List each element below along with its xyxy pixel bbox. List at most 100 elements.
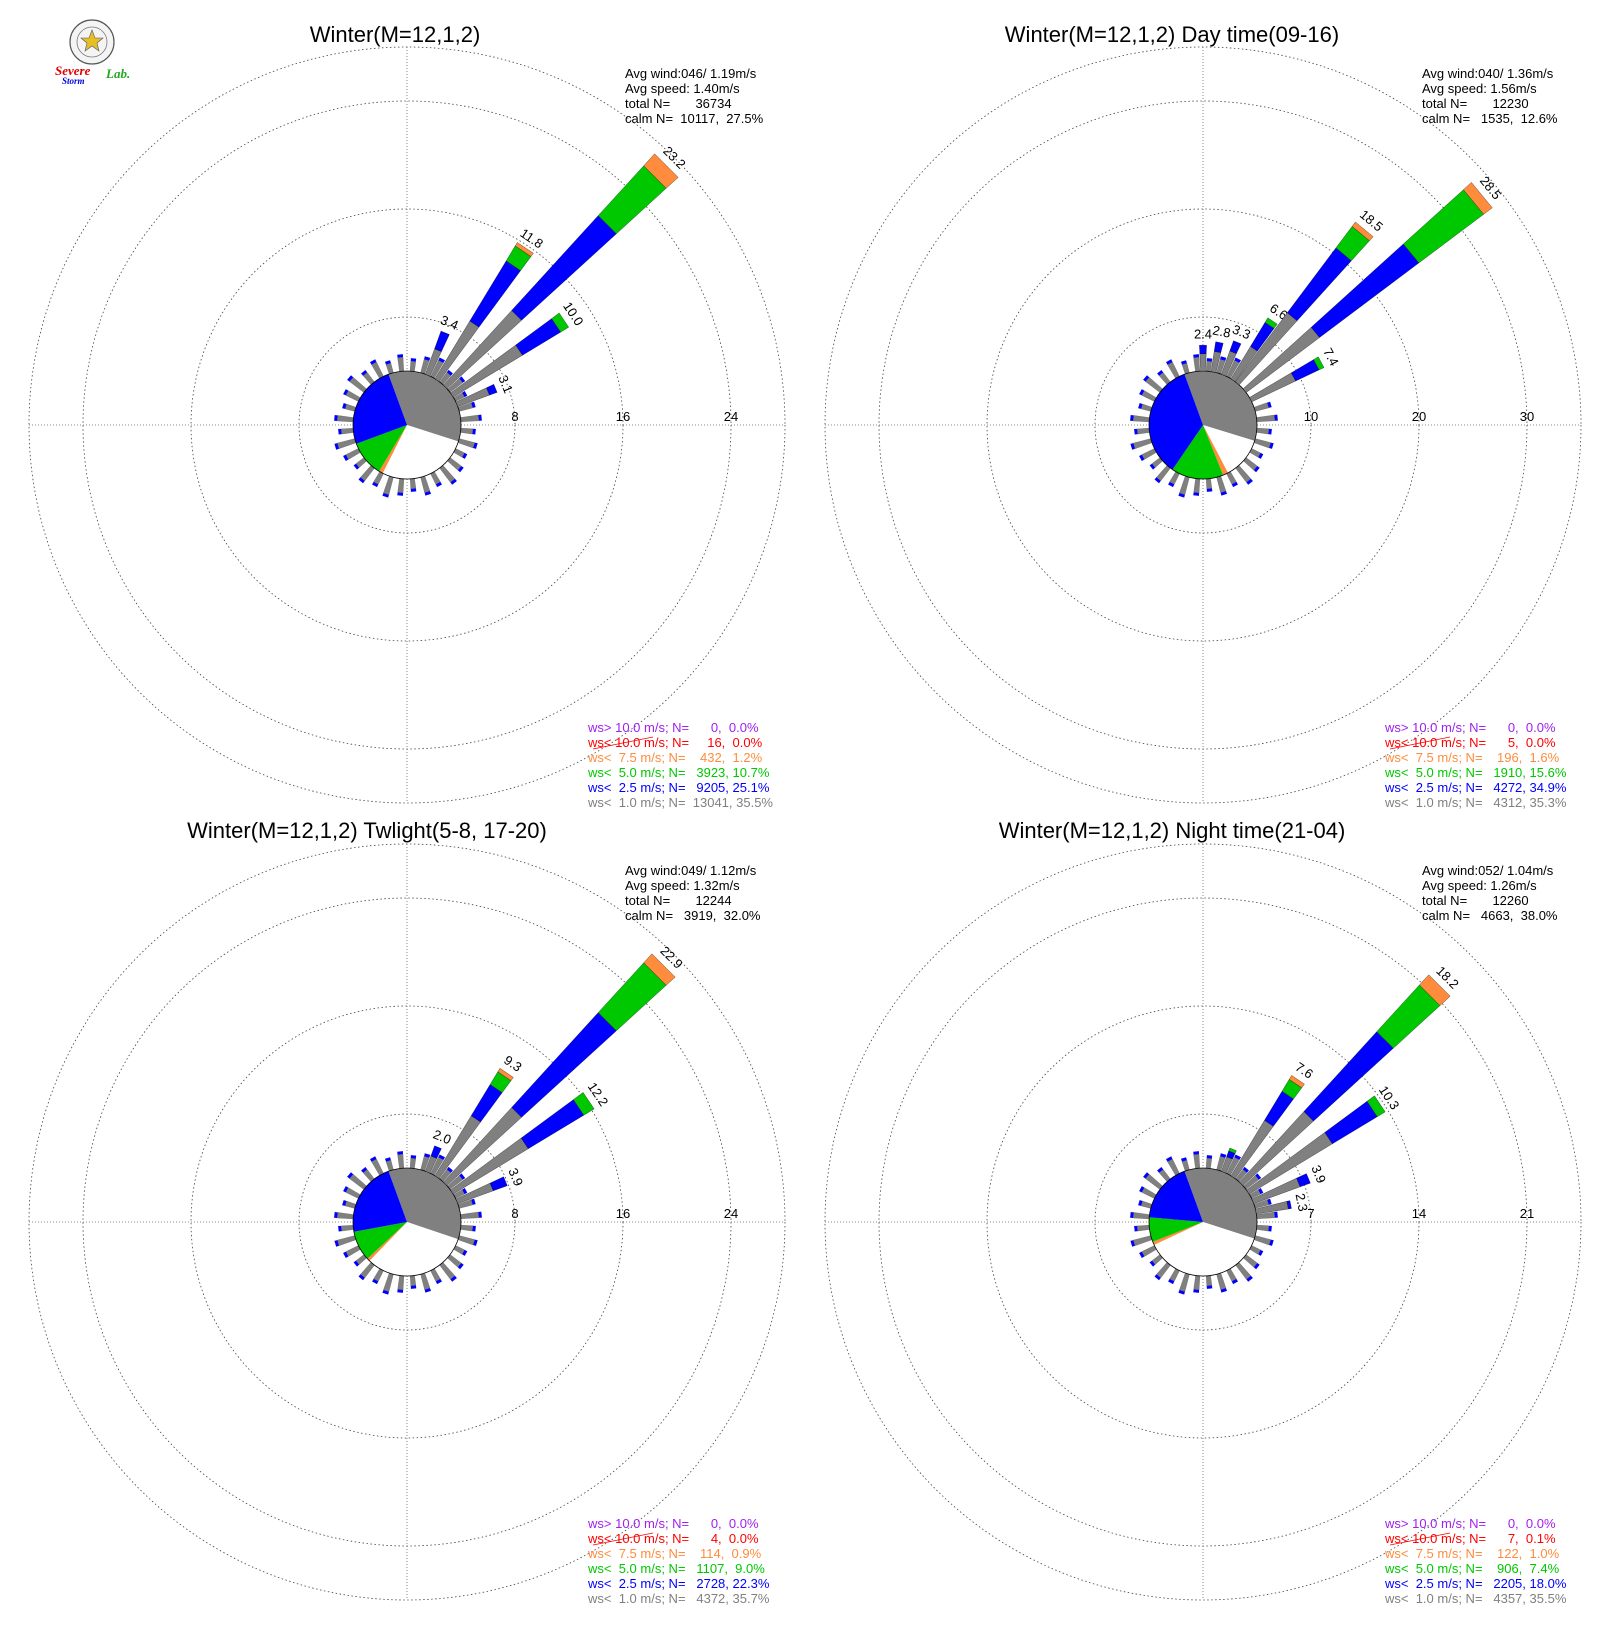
minor-direction-bar: [373, 471, 384, 485]
stats-line: Avg wind:046/ 1.19m/s: [625, 66, 757, 81]
panel-title: Winter(M=12,1,2) Day time(09-16): [1005, 22, 1339, 47]
minor-direction-tip: [342, 403, 347, 409]
minor-direction-bar: [1253, 402, 1269, 412]
legend-strike: [592, 736, 654, 750]
minor-direction-bar: [1253, 438, 1271, 449]
petal-segment: [514, 242, 534, 257]
minor-direction-tip: [1269, 442, 1274, 449]
minor-direction-tip: [424, 491, 431, 496]
panel-title: Winter(M=12,1,2) Night time(21-04): [999, 818, 1346, 843]
minor-direction-bar: [1216, 475, 1227, 493]
legend-entry: ws< 1.0 m/s; N= 4372, 35.7%: [587, 1591, 770, 1606]
minor-direction-bar: [457, 1235, 475, 1246]
stats-line: Avg speed: 1.32m/s: [625, 878, 740, 893]
minor-direction-bar: [1132, 1212, 1150, 1220]
legend-entry: ws> 10.0 m/s; N= 0, 0.0%: [1384, 1516, 1556, 1531]
minor-direction-bar: [1193, 1275, 1201, 1291]
legend-entry: ws< 7.5 m/s; N= 196, 1.6%: [1384, 750, 1560, 765]
legend-strike: [592, 1532, 654, 1546]
legend-entry: ws< 7.5 m/s; N= 432, 1.2%: [587, 750, 763, 765]
petal-segment: [1463, 182, 1493, 215]
minor-direction-bar: [460, 1211, 480, 1219]
minor-direction-tip: [1143, 1172, 1150, 1179]
minor-direction-tip: [1193, 354, 1199, 358]
minor-direction-bar: [1141, 1187, 1157, 1199]
petal-label: 2.3: [1293, 1192, 1311, 1213]
minor-direction-tip: [343, 389, 349, 396]
minor-direction-tip: [462, 1188, 468, 1195]
minor-direction-tip: [397, 1151, 403, 1155]
minor-direction-bar: [1243, 457, 1258, 471]
petal-segment: [515, 318, 561, 356]
minor-direction-tip: [1143, 375, 1150, 382]
minor-direction-tip: [1268, 428, 1272, 435]
minor-direction-tip: [334, 443, 339, 450]
minor-direction-tip: [353, 463, 360, 470]
minor-direction-bar: [1167, 361, 1180, 379]
minor-direction-bar: [1181, 362, 1190, 375]
petal-segment: [1419, 974, 1451, 1006]
minor-direction-tip: [478, 414, 482, 421]
legend-entry: ws< 10.0 m/s; N= 4, 0.0%: [587, 1531, 759, 1546]
minor-direction-bar: [397, 1275, 405, 1291]
petal-segment: [1291, 359, 1320, 382]
minor-direction-tip: [1231, 1278, 1238, 1285]
minor-direction-bar: [1256, 427, 1270, 435]
minor-direction-tip: [397, 354, 403, 358]
minor-direction-tip: [358, 1274, 365, 1281]
petal-label: 3.1: [495, 373, 516, 395]
petal-segment: [1310, 243, 1420, 338]
minor-direction-tip: [1168, 481, 1175, 488]
minor-direction-bar: [349, 376, 367, 393]
petal-segment: [1351, 221, 1374, 241]
minor-direction-tip: [435, 481, 442, 488]
minor-direction-bar: [1243, 1254, 1258, 1268]
minor-direction-tip: [1138, 403, 1143, 409]
minor-direction-tip: [1268, 1225, 1272, 1232]
panel-title: Winter(M=12,1,2) Twlight(5-8, 17-20): [187, 818, 547, 843]
core-slice-lt7-5: [367, 1222, 407, 1261]
minor-direction-tip: [1130, 415, 1134, 421]
minor-direction-tip: [1267, 1198, 1272, 1205]
minor-direction-bar: [344, 1200, 357, 1209]
petal-label: 3.9: [505, 1166, 526, 1188]
minor-direction-tip: [1253, 1263, 1260, 1270]
core-slice-lt2-5: [1149, 1171, 1203, 1222]
petal-segment: [470, 1084, 503, 1123]
minor-direction-tip: [1231, 481, 1238, 488]
minor-direction-tip: [382, 1290, 389, 1295]
minor-direction-tip: [459, 376, 466, 383]
minor-direction-tip: [462, 452, 468, 459]
minor-direction-bar: [1169, 1268, 1180, 1282]
minor-direction-tip: [347, 1172, 354, 1179]
minor-direction-bar: [1206, 1275, 1213, 1287]
petal-segment: [497, 1068, 514, 1081]
minor-direction-tip: [1220, 356, 1227, 361]
minor-direction-bar: [360, 1262, 375, 1279]
minor-direction-tip: [1178, 493, 1185, 498]
minor-direction-bar: [383, 1272, 394, 1292]
minor-direction-tip: [1206, 488, 1213, 492]
legend-entry: ws> 10.0 m/s; N= 0, 0.0%: [587, 1516, 759, 1531]
minor-direction-tip: [1193, 1151, 1199, 1155]
minor-direction-bar: [1141, 448, 1157, 460]
minor-direction-bar: [1141, 390, 1157, 402]
minor-direction-bar: [1169, 471, 1180, 485]
minor-direction-tip: [334, 1212, 338, 1218]
core-slice-lt1: [1184, 371, 1257, 441]
minor-direction-tip: [462, 1249, 468, 1256]
minor-direction-tip: [424, 356, 431, 361]
core-slice-lt5: [1172, 425, 1224, 480]
petal-segment: [434, 330, 450, 352]
minor-direction-bar: [439, 1262, 456, 1280]
minor-direction-bar: [430, 471, 441, 485]
ring-tick-label: 20: [1412, 409, 1426, 424]
ring-tick-label: 10: [1304, 409, 1318, 424]
minor-direction-bar: [1136, 428, 1150, 435]
minor-direction-bar: [1235, 465, 1252, 483]
minor-direction-tip: [1258, 452, 1264, 459]
minor-direction-tip: [471, 401, 476, 408]
ring-tick-label: 21: [1520, 1206, 1534, 1221]
petal-label: 3.4: [438, 312, 460, 333]
core-slice-lt7-5: [1203, 425, 1228, 476]
